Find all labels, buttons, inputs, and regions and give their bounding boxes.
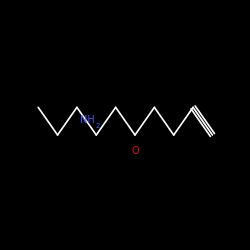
- Text: 2: 2: [95, 123, 100, 129]
- Text: NH: NH: [80, 114, 95, 124]
- Text: O: O: [131, 146, 139, 156]
